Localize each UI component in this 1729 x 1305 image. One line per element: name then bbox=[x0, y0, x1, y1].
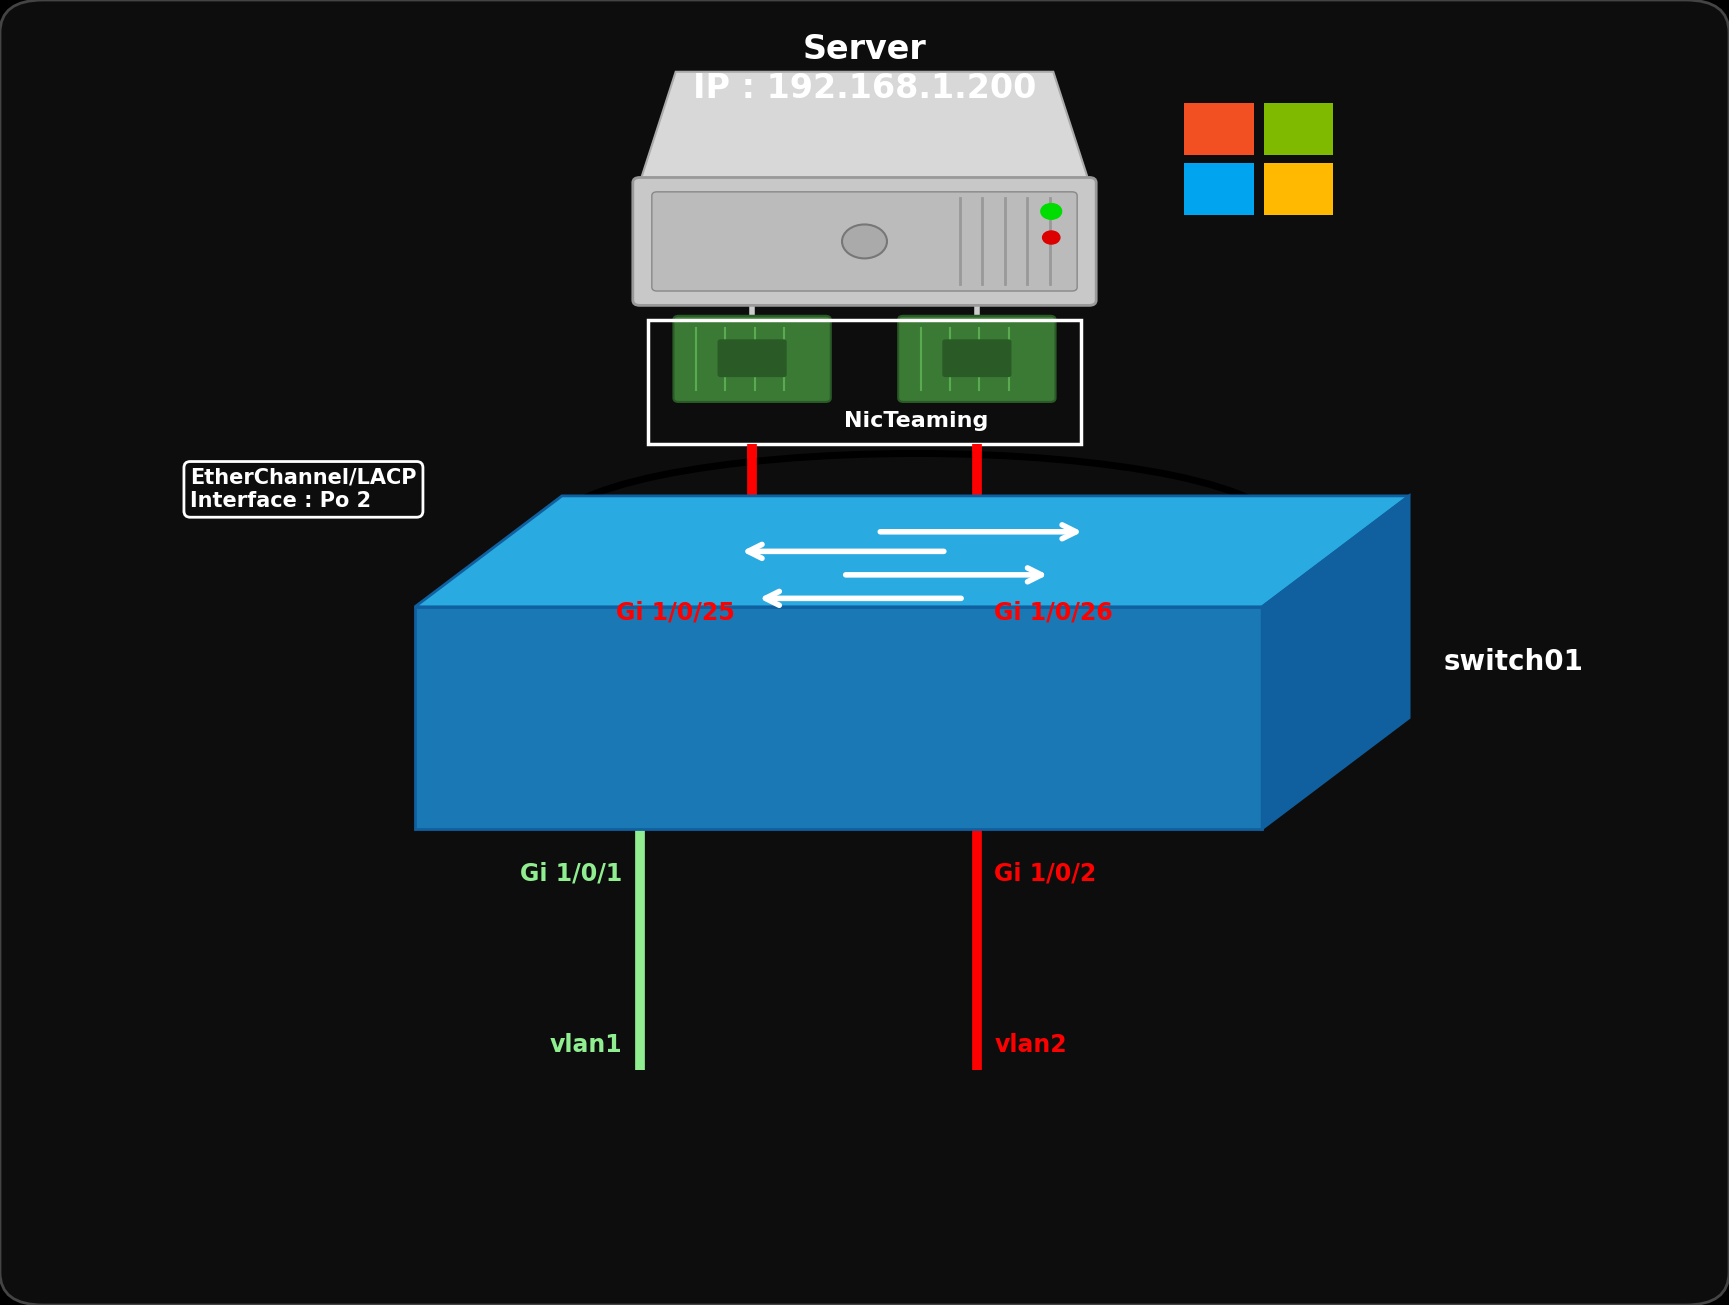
Circle shape bbox=[1041, 204, 1062, 219]
Polygon shape bbox=[1262, 496, 1409, 829]
Ellipse shape bbox=[553, 454, 1279, 604]
Text: Gi 1/0/1: Gi 1/0/1 bbox=[520, 861, 622, 885]
Text: vlan2: vlan2 bbox=[994, 1034, 1067, 1057]
FancyBboxPatch shape bbox=[652, 192, 1077, 291]
Polygon shape bbox=[415, 496, 1409, 607]
Text: switch01: switch01 bbox=[1444, 649, 1584, 676]
Text: vlan1: vlan1 bbox=[550, 1034, 622, 1057]
Polygon shape bbox=[640, 72, 1089, 183]
Text: Gi 1/0/2: Gi 1/0/2 bbox=[994, 861, 1096, 885]
Text: NicTeaming: NicTeaming bbox=[844, 411, 989, 431]
Circle shape bbox=[842, 224, 887, 258]
FancyBboxPatch shape bbox=[633, 177, 1096, 305]
Bar bbox=[648, 320, 1081, 444]
Text: EtherChannel/LACP
Interface : Po 2: EtherChannel/LACP Interface : Po 2 bbox=[190, 467, 417, 512]
Text: Gi 1/0/25: Gi 1/0/25 bbox=[616, 600, 735, 624]
Polygon shape bbox=[415, 607, 1262, 829]
Bar bbox=[1264, 103, 1333, 155]
FancyBboxPatch shape bbox=[899, 316, 1055, 402]
Text: Server: Server bbox=[802, 33, 927, 65]
FancyBboxPatch shape bbox=[674, 316, 832, 402]
Bar bbox=[1184, 163, 1254, 215]
Circle shape bbox=[1043, 231, 1060, 244]
Text: IP : 192.168.1.200: IP : 192.168.1.200 bbox=[693, 72, 1036, 104]
Text: Gi 1/0/26: Gi 1/0/26 bbox=[994, 600, 1113, 624]
Bar bbox=[1184, 103, 1254, 155]
FancyBboxPatch shape bbox=[718, 339, 787, 377]
Bar bbox=[1264, 163, 1333, 215]
FancyBboxPatch shape bbox=[942, 339, 1011, 377]
